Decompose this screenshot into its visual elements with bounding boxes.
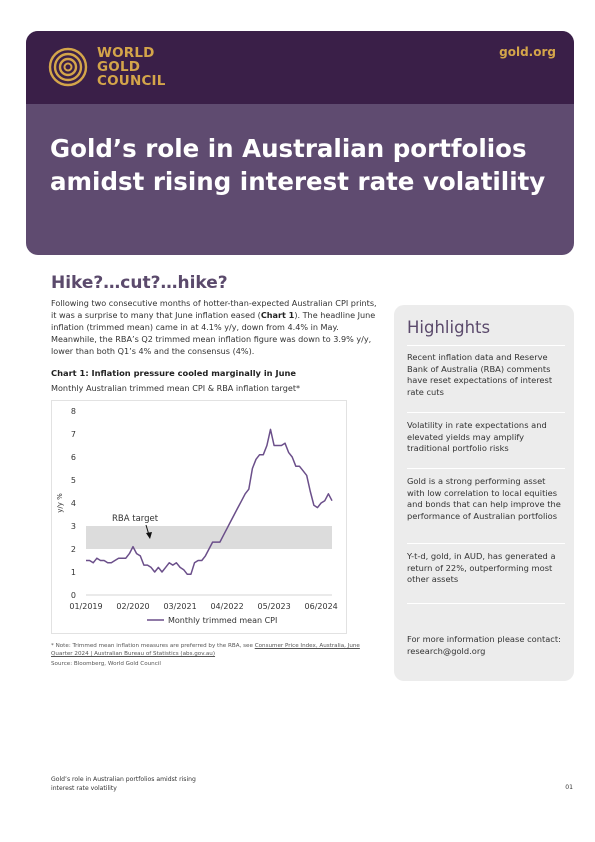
highlights-divider <box>407 345 565 346</box>
logo-line: GOLD <box>97 59 141 75</box>
chart-title: Chart 1: Inflation pressure cooled margi… <box>51 368 297 378</box>
page-title: Gold’s role in Australian portfolios ami… <box>50 132 560 198</box>
logo-line: COUNCIL <box>97 73 166 89</box>
y-tick-label: 6 <box>71 453 76 462</box>
x-tick-label: 06/2024 <box>305 602 338 611</box>
footer-line: interest rate volatility <box>51 785 117 792</box>
y-tick-label: 8 <box>71 407 76 416</box>
y-tick-label: 3 <box>71 522 76 531</box>
footer-title: Gold’s role in Australian portfolios ami… <box>51 775 196 793</box>
cpi-series-line <box>86 428 333 576</box>
highlights-title: Highlights <box>407 318 491 337</box>
section-heading: Hike?…cut?…hike? <box>51 273 228 293</box>
page-number: 01 <box>565 784 573 791</box>
highlight-item: Volatility in rate expectations and elev… <box>407 420 547 453</box>
footer-line: Gold’s role in Australian portfolios ami… <box>51 776 196 783</box>
x-tick-label: 03/2021 <box>163 602 196 611</box>
wgc-rings-icon <box>48 47 88 87</box>
chart-container: 0 1 2 3 4 5 6 7 8 y/y % 01/2019 02/2020 03/2021 04/20… <box>51 400 347 634</box>
y-tick-label: 7 <box>71 430 76 439</box>
intro-paragraph: Following two consecutive months of hott… <box>51 298 381 358</box>
chart-note: * Note: Trimmed mean inflation measures … <box>51 642 381 658</box>
x-tick-label: 04/2022 <box>210 602 243 611</box>
chart-subtitle: Monthly Australian trimmed mean CPI & RB… <box>51 383 301 393</box>
logo-wordmark: WORLD GOLD COUNCIL <box>97 46 166 88</box>
highlights-panel: Highlights Recent inflation data and Res… <box>394 305 574 681</box>
x-tick-label: 02/2020 <box>116 602 149 611</box>
rba-target-band <box>86 526 332 549</box>
chart-source: Source: Bloomberg, World Gold Council <box>51 661 161 667</box>
wgc-logo[interactable]: WORLD GOLD COUNCIL <box>48 46 166 88</box>
cpi-line-chart: 0 1 2 3 4 5 6 7 8 y/y % 01/2019 02/2020 03/2021 04/20… <box>56 407 338 625</box>
y-tick-label: 5 <box>71 476 76 485</box>
note-text: * Note: Trimmed mean inflation measures … <box>51 643 255 649</box>
hero-topbar: WORLD GOLD COUNCIL gold.org <box>26 31 574 104</box>
chart-reference: Chart 1 <box>260 309 295 320</box>
highlights-divider <box>407 603 565 604</box>
y-tick-label: 2 <box>71 545 76 554</box>
rba-target-label: RBA target <box>112 514 159 524</box>
highlights-divider <box>407 468 565 469</box>
highlights-divider <box>407 543 565 544</box>
legend-label: Monthly trimmed mean CPI <box>168 616 277 625</box>
highlight-item: Recent inflation data and Reserve Bank o… <box>407 352 553 397</box>
highlight-item: Gold is a strong performing asset with l… <box>407 476 561 521</box>
y-tick-label: 4 <box>71 499 76 508</box>
logo-line: WORLD <box>97 45 155 61</box>
intro-text-2: ). The headline June inflation (trimmed … <box>51 309 376 356</box>
x-tick-label: 01/2019 <box>69 602 102 611</box>
rba-target-arrowhead <box>146 532 152 539</box>
highlight-item: Y-t-d, gold, in AUD, has generated a ret… <box>407 551 556 584</box>
highlights-divider <box>407 412 565 413</box>
site-link[interactable]: gold.org <box>499 45 556 59</box>
y-tick-label: 0 <box>71 591 76 600</box>
intro-text-1: Following two consecutive months of hott… <box>51 298 377 320</box>
x-tick-label: 05/2023 <box>258 602 291 611</box>
y-axis-label: y/y % <box>56 493 64 513</box>
contact-info: For more information please contact: res… <box>407 634 561 656</box>
title-line: amidst rising interest rate volatility <box>50 167 546 196</box>
note-link[interactable]: Consumer Price Index, Australia, June Qu… <box>51 643 360 657</box>
title-line: Gold’s role in Australian portfolios <box>50 134 527 163</box>
y-tick-label: 1 <box>71 568 76 577</box>
hero-banner: WORLD GOLD COUNCIL gold.org Gold’s role … <box>26 31 574 255</box>
